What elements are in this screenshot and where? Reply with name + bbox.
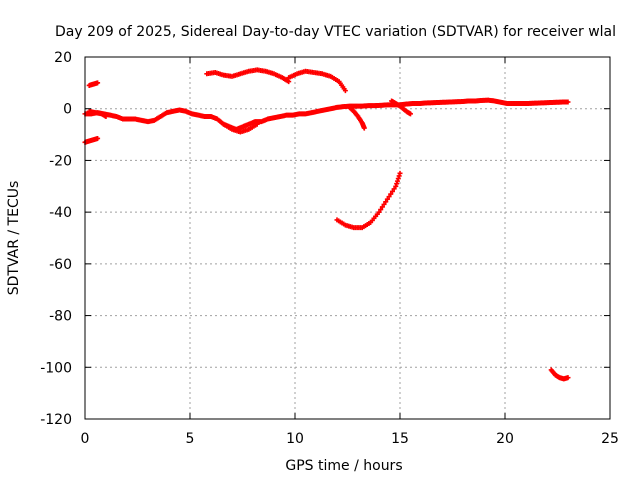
- data-series: [286, 68, 348, 94]
- y-tick-label: -40: [49, 205, 72, 221]
- data-point: [376, 209, 382, 215]
- y-tick-labels: 20 0 -20 -40 -60 -80 -100 -120: [40, 50, 72, 428]
- data-point: [394, 181, 400, 187]
- data-point: [95, 80, 101, 86]
- y-axis-label: SDTVAR / TECUs: [6, 181, 22, 296]
- x-tick-labels: 0 5 10 15 20 25: [81, 431, 619, 447]
- data-point: [397, 170, 403, 176]
- x-tick-label: 15: [391, 431, 409, 447]
- grid-lines: [85, 57, 610, 419]
- y-tick-label: -20: [49, 153, 72, 169]
- data-series: [347, 104, 367, 131]
- data-point: [391, 186, 397, 192]
- y-tick-label: -60: [49, 257, 72, 273]
- x-tick-label: 5: [186, 431, 195, 447]
- data-series: [86, 108, 109, 119]
- data-point: [384, 196, 390, 202]
- x-axis-label: GPS time / hours: [285, 458, 402, 474]
- data-series: [82, 97, 571, 132]
- data-points: [82, 67, 571, 382]
- data-series: [221, 121, 260, 135]
- y-tick-label: 20: [54, 50, 72, 66]
- data-point: [565, 99, 571, 105]
- data-point: [381, 201, 387, 207]
- data-point: [103, 113, 109, 119]
- data-point: [254, 121, 260, 127]
- data-series: [204, 67, 292, 85]
- y-tick-label: -80: [49, 309, 72, 325]
- data-point: [393, 183, 399, 189]
- data-point: [342, 88, 348, 94]
- data-point: [383, 199, 389, 205]
- data-point: [395, 176, 401, 182]
- x-tick-label: 20: [496, 431, 514, 447]
- plot-frame: [84, 56, 611, 420]
- x-tick-label: 0: [81, 431, 90, 447]
- data-point: [394, 178, 400, 184]
- data-series: [334, 170, 403, 231]
- y-tick-label: -100: [40, 360, 72, 376]
- data-series: [86, 80, 101, 88]
- data-point: [408, 111, 413, 117]
- x-tick-label: 10: [286, 431, 304, 447]
- y-tick-label: 0: [63, 102, 72, 118]
- chart-title: Day 209 of 2025, Sidereal Day-to-day VTE…: [55, 24, 616, 40]
- data-series: [389, 98, 413, 117]
- data-series: [548, 367, 571, 382]
- x-tick-label: 25: [601, 431, 619, 447]
- data-series: [82, 135, 101, 145]
- data-point: [378, 207, 384, 213]
- tick-marks: [84, 56, 611, 420]
- data-point: [396, 173, 402, 179]
- data-point: [386, 194, 392, 200]
- data-point: [565, 375, 571, 381]
- y-tick-label: -120: [40, 412, 72, 428]
- data-point: [361, 125, 367, 131]
- data-point: [379, 204, 385, 210]
- data-point: [388, 191, 394, 197]
- data-point: [389, 188, 395, 194]
- data-point: [95, 135, 101, 141]
